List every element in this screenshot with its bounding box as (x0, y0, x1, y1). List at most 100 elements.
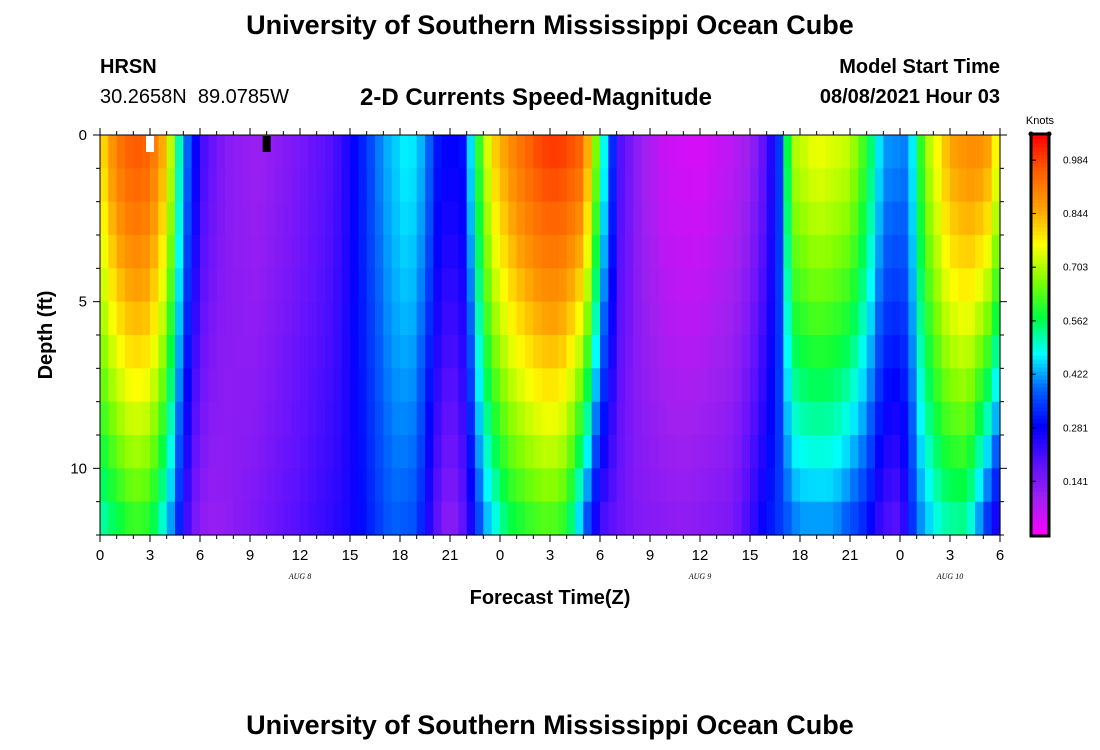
heatmap-cell (308, 268, 318, 303)
heatmap-cell (283, 401, 293, 436)
heatmap-cell (941, 368, 951, 403)
heatmap-cell (925, 268, 934, 303)
heatmap-cell (825, 335, 834, 369)
heatmap-cell (383, 468, 393, 503)
heatmap-cell (533, 235, 543, 269)
heatmap-cell (566, 268, 576, 303)
heatmap-cell (725, 268, 734, 303)
heatmap-cell (358, 268, 368, 303)
heatmap-cell (875, 468, 884, 503)
heatmap-cell (441, 501, 451, 536)
heatmap-cell (316, 468, 326, 503)
heatmap-cell (650, 501, 659, 536)
heatmap-cell (883, 435, 893, 469)
heatmap-cell (633, 201, 643, 236)
heatmap-cell (966, 301, 976, 336)
heatmap-cell (925, 235, 934, 269)
heatmap-cell (250, 401, 259, 436)
heatmap-cell (900, 168, 909, 203)
heatmap-cell (116, 235, 126, 269)
heatmap-cell (508, 135, 518, 169)
colorbar-swatch (1032, 335, 1048, 340)
x-tick-label: 6 (196, 547, 204, 564)
heatmap-cell (308, 201, 318, 236)
heatmap-cell (358, 168, 368, 203)
heatmap-cell (500, 435, 509, 469)
heatmap-cell (716, 235, 726, 269)
heatmap-cell (175, 468, 184, 503)
heatmap-cell (783, 135, 793, 169)
heatmap-cell (708, 268, 718, 303)
heatmap-cell (783, 368, 793, 403)
heatmap-cell (250, 468, 259, 503)
heatmap-cell (808, 301, 818, 336)
heatmap-cell (483, 401, 493, 436)
heatmap-cell (925, 335, 934, 369)
heatmap-cell (658, 501, 668, 536)
heatmap-cell (291, 268, 301, 303)
heatmap-cell (341, 268, 351, 303)
heatmap-cell (775, 201, 784, 236)
heatmap-cell (966, 501, 976, 536)
heatmap-cell (433, 335, 443, 369)
heatmap-cell (100, 401, 109, 436)
heatmap-cell (241, 435, 251, 469)
heatmap-cell (350, 501, 359, 536)
heatmap-cell (158, 135, 168, 169)
heatmap-cell (300, 335, 309, 369)
heatmap-cell (358, 135, 368, 169)
colorbar-tick-label: 0.281 (1063, 423, 1088, 434)
heatmap-cell (200, 268, 209, 303)
heatmap-cell (608, 368, 618, 403)
heatmap-cell (150, 201, 159, 236)
heatmap-cell (425, 335, 434, 369)
heatmap-cell (816, 301, 826, 336)
heatmap-cell (141, 168, 151, 203)
heatmap-cell (450, 235, 459, 269)
heatmap-cell (125, 435, 134, 469)
heatmap-cell (850, 168, 859, 203)
heatmap-cell (816, 501, 826, 536)
heatmap-cell (608, 135, 618, 169)
heatmap-cell (375, 201, 384, 236)
heatmap-cell (491, 468, 501, 503)
colorbar-swatch (1032, 503, 1048, 508)
station-name: HRSN (100, 56, 157, 78)
heatmap-cell (366, 201, 376, 236)
heatmap-cell (391, 335, 401, 369)
heatmap-cell (908, 401, 918, 436)
heatmap-cell (433, 201, 443, 236)
heatmap-cell (283, 168, 293, 203)
colorbar-swatch (1032, 155, 1048, 160)
heatmap-cell (975, 201, 984, 236)
heatmap-cell (991, 368, 1001, 403)
heatmap-cell (583, 368, 593, 403)
colorbar-swatch (1032, 419, 1048, 424)
heatmap-cell (216, 335, 226, 369)
heatmap-cell (850, 301, 859, 336)
heatmap-cell (883, 135, 893, 169)
heatmap-cell (925, 468, 934, 503)
colorbar-swatch (1032, 459, 1048, 464)
heatmap-cell (633, 135, 643, 169)
colorbar-swatch (1032, 467, 1048, 472)
heatmap-cell (866, 501, 876, 536)
heatmap-cell (483, 135, 493, 169)
heatmap-cell (858, 335, 868, 369)
heatmap-cell (150, 168, 159, 203)
colorbar-swatch (1032, 531, 1048, 536)
heatmap-cell (466, 168, 476, 203)
heatmap-cell (875, 201, 884, 236)
heatmap-cell (191, 168, 201, 203)
x-tick-label: 6 (996, 547, 1004, 564)
heatmap-cell (400, 501, 409, 536)
heatmap-cell (758, 135, 768, 169)
heatmap-cell (375, 401, 384, 436)
heatmap-cell (675, 135, 684, 169)
heatmap-cell (583, 335, 593, 369)
heatmap-cell (333, 168, 343, 203)
heatmap-cell (433, 435, 443, 469)
heatmap-cell (441, 235, 451, 269)
heatmap-cell (233, 301, 243, 336)
heatmap-cell (716, 201, 726, 236)
